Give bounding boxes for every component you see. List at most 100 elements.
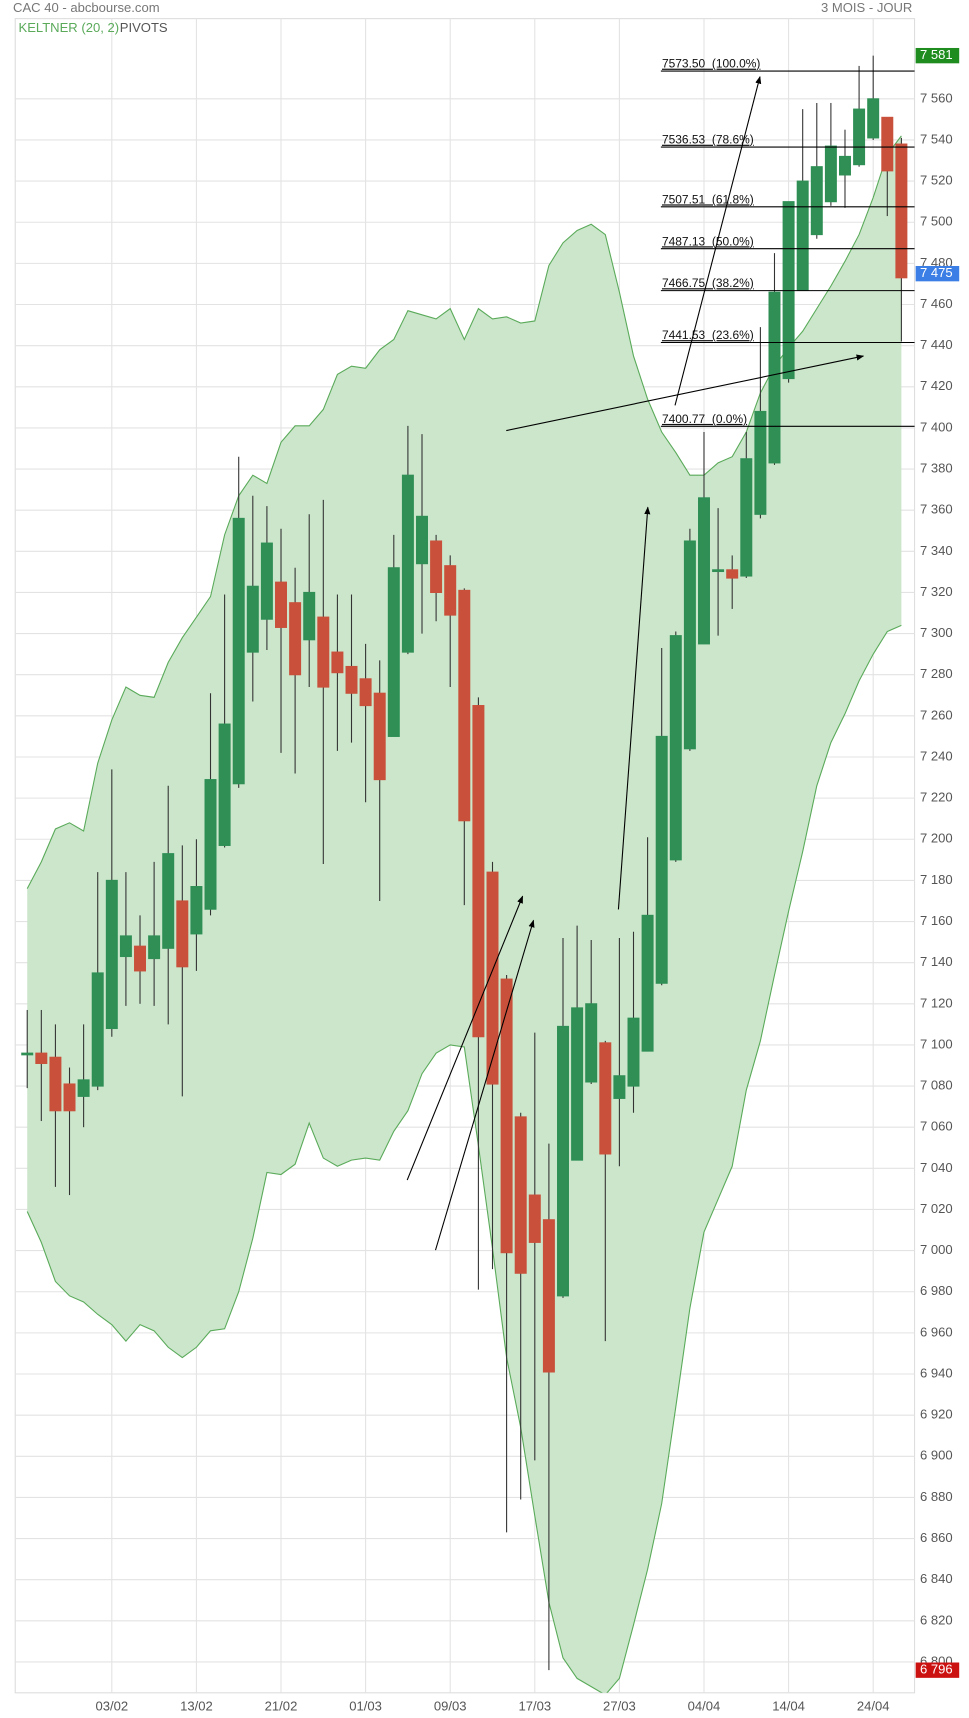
candle-body <box>21 1052 34 1056</box>
keltner-lower <box>26 624 902 1693</box>
candle-body <box>726 569 739 579</box>
y-tick-label: 7 060 <box>920 1119 953 1134</box>
candle-body <box>63 1083 76 1112</box>
candle-body <box>486 871 499 1085</box>
y-tick-label: 7 240 <box>920 748 953 763</box>
candle-body <box>824 145 837 203</box>
x-tick-label: 09/03 <box>434 1698 467 1713</box>
candle-body <box>444 565 457 616</box>
x-tick-label: 21/02 <box>265 1698 298 1713</box>
candle-body <box>613 1075 626 1099</box>
candle-body <box>359 678 372 707</box>
candle-body <box>430 540 443 594</box>
legend-pivots: PIVOTS <box>120 20 168 35</box>
y-tick-label: 7 220 <box>920 790 953 805</box>
y-tick-label: 7 400 <box>920 419 953 434</box>
candle-body <box>698 497 710 645</box>
x-tick-label: 01/03 <box>349 1698 382 1713</box>
x-tick-label: 04/04 <box>688 1698 721 1713</box>
y-tick-label: 6 840 <box>920 1571 953 1586</box>
keltner-upper <box>26 135 902 889</box>
y-tick-label: 7 020 <box>920 1201 953 1216</box>
candle-body <box>35 1052 48 1064</box>
y-tick-label: 7 320 <box>920 584 953 599</box>
fib-label: 7441.53 (23.6%) <box>662 328 754 342</box>
y-tick-label: 6 920 <box>920 1407 953 1422</box>
candle-body <box>641 914 654 1052</box>
candle-body <box>585 1003 598 1083</box>
price-marker-label: 7 475 <box>920 265 953 280</box>
candle-body <box>514 1116 527 1274</box>
chart-title: CAC 40 - abcbourse.com <box>13 0 160 15</box>
candles <box>21 55 908 1671</box>
x-tick-label: 14/04 <box>772 1698 805 1713</box>
y-tick-label: 7 280 <box>920 666 953 681</box>
candle-body <box>712 569 725 573</box>
keltner-fill <box>27 135 902 1693</box>
y-tick-label: 7 460 <box>920 296 953 311</box>
candle-body <box>275 581 287 628</box>
y-tick-label: 7 160 <box>920 913 953 928</box>
candle-body <box>754 410 767 515</box>
x-tick-label: 24/04 <box>857 1698 890 1713</box>
candle-body <box>627 1017 640 1087</box>
candle-body <box>839 155 851 176</box>
y-tick-label: 7 000 <box>920 1242 953 1257</box>
candle-body <box>289 602 302 676</box>
fib-label: 7466.75 (38.2%) <box>662 276 754 290</box>
y-tick-label: 7 540 <box>920 131 953 146</box>
y-tick-label: 7 500 <box>920 214 953 229</box>
y-tick-label: 6 860 <box>920 1530 953 1545</box>
candle-body <box>528 1194 541 1243</box>
candle-body <box>401 474 414 653</box>
candle-body <box>119 935 132 958</box>
candle-body <box>881 116 894 172</box>
y-tick-label: 6 900 <box>920 1448 953 1463</box>
candle-body <box>317 616 330 688</box>
candle-body <box>134 945 147 972</box>
x-tick-label: 03/02 <box>95 1698 128 1713</box>
y-tick-label: 7 100 <box>920 1036 953 1051</box>
annotation-arrows <box>406 75 865 1251</box>
candle-body <box>853 108 866 166</box>
candle-body <box>260 542 273 620</box>
y-tick-label: 7 420 <box>920 378 953 393</box>
candle-body <box>176 900 189 968</box>
y-tick-label: 7 560 <box>920 90 953 105</box>
candle-body <box>500 978 513 1254</box>
y-tick-label: 7 520 <box>920 173 953 188</box>
price-marker <box>915 1662 960 1678</box>
x-tick-label: 27/03 <box>603 1698 636 1713</box>
candle-body <box>557 1025 569 1297</box>
candle-body <box>218 723 231 846</box>
candle-body <box>204 779 217 910</box>
chart-subtitle: 3 MOIS - JOUR <box>821 0 912 15</box>
candle-body <box>810 166 823 236</box>
candle-body <box>599 1042 612 1155</box>
candle-body <box>895 143 908 279</box>
y-tick-label: 6 940 <box>920 1365 953 1380</box>
y-tick-label: 7 340 <box>920 543 953 558</box>
y-tick-label: 7 380 <box>920 460 953 475</box>
candle-body <box>458 589 471 822</box>
candle-body <box>768 291 781 464</box>
y-tick-label: 6 880 <box>920 1489 953 1504</box>
price-marker <box>915 265 960 282</box>
arrow <box>674 75 762 406</box>
candle-body <box>303 591 316 641</box>
y-tick-label: 7 360 <box>920 502 953 517</box>
y-tick-label: 7 260 <box>920 707 953 722</box>
y-tick-label: 6 960 <box>920 1324 953 1339</box>
candle-body <box>232 517 245 785</box>
arrow <box>617 506 651 910</box>
candle-body <box>246 585 259 653</box>
candle-body <box>190 886 203 935</box>
keltner-band <box>26 135 902 1693</box>
candle-body <box>683 540 696 750</box>
y-tick-label: 6 820 <box>920 1612 953 1627</box>
y-tick-label: 6 980 <box>920 1283 953 1298</box>
candle-body <box>472 705 485 1038</box>
